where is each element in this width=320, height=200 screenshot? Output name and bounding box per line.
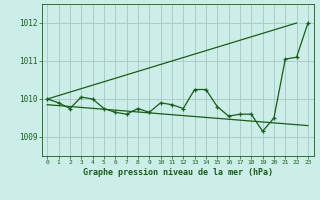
X-axis label: Graphe pression niveau de la mer (hPa): Graphe pression niveau de la mer (hPa) bbox=[83, 168, 273, 177]
